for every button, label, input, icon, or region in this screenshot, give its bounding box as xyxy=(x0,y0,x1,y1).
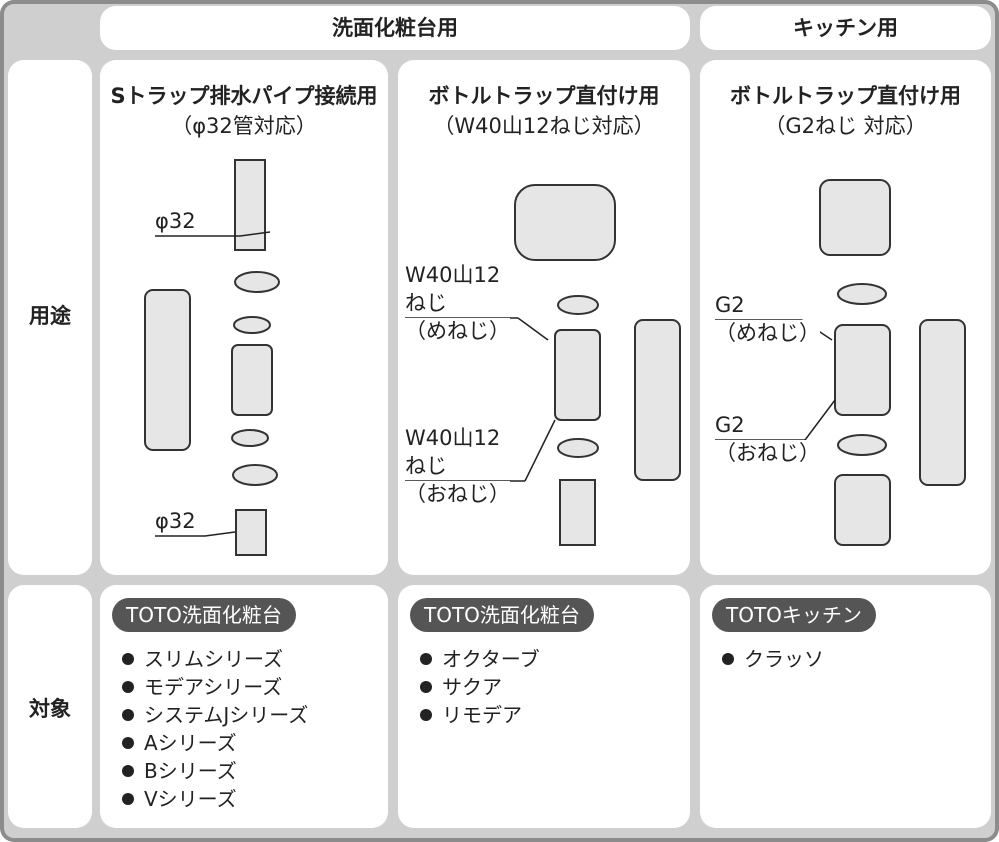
list-item: システムJシリーズ xyxy=(120,701,308,729)
column-subtitle: （W40山12ねじ対応） xyxy=(433,114,655,138)
brand-pill: TOTO洗面化粧台 xyxy=(410,598,594,632)
ring xyxy=(233,316,271,334)
list-item: スリムシリーズ xyxy=(120,645,283,673)
list-item: クラッソ xyxy=(720,645,824,673)
pipe xyxy=(834,474,891,546)
filter-body xyxy=(144,289,191,451)
ring xyxy=(557,438,599,458)
trap xyxy=(819,179,891,256)
item-text: Vシリーズ xyxy=(144,787,237,811)
item-text: サクア xyxy=(442,675,502,699)
callout-text: G2 xyxy=(715,292,745,318)
pipe xyxy=(235,509,267,556)
bullet xyxy=(420,709,432,721)
bullet xyxy=(122,653,134,665)
trap xyxy=(514,184,616,261)
column-subtitle: （φ32管対応） xyxy=(171,114,317,138)
list-item: Aシリーズ xyxy=(120,729,237,757)
ring xyxy=(234,271,280,293)
item-text: システムJシリーズ xyxy=(144,703,309,727)
bullet xyxy=(722,653,734,665)
tee xyxy=(834,324,891,416)
bullet xyxy=(122,709,134,721)
callout-text: φ32 xyxy=(155,508,196,534)
list-item: リモデア xyxy=(418,701,522,729)
column-title: ボトルトラップ直付け用 xyxy=(730,84,961,108)
callout-text: G2 xyxy=(715,412,745,438)
column-title: ボトルトラップ直付け用 xyxy=(428,84,660,108)
header: キッチン用 xyxy=(793,16,898,40)
item-text: オクターブ xyxy=(442,647,540,671)
item-text: リモデア xyxy=(442,703,522,727)
header-panel xyxy=(100,6,690,50)
bullet xyxy=(420,681,432,693)
list-item: Bシリーズ xyxy=(120,757,237,785)
leader-line xyxy=(517,317,549,341)
filter-body xyxy=(919,319,966,486)
ring xyxy=(557,295,599,315)
leader-line xyxy=(524,419,556,482)
ring xyxy=(232,464,278,486)
bullet xyxy=(122,765,134,777)
item-text: Bシリーズ xyxy=(144,759,237,783)
ring xyxy=(231,429,269,447)
callout-text: W40山12 xyxy=(405,425,501,451)
item-text: クラッソ xyxy=(744,647,824,671)
bullet xyxy=(122,737,134,749)
brand-pill: TOTOキッチン xyxy=(712,598,876,632)
item-text: Aシリーズ xyxy=(144,731,237,755)
list-item: オクターブ xyxy=(418,645,540,673)
tee xyxy=(231,344,273,416)
list-item: Vシリーズ xyxy=(120,785,237,813)
leader-line xyxy=(239,231,271,237)
row-label: 対象 xyxy=(29,697,71,721)
tee xyxy=(554,329,601,421)
callout-text: φ32 xyxy=(155,208,196,234)
leader-line xyxy=(804,399,836,441)
header: 洗面化粧台用 xyxy=(332,16,458,40)
ring xyxy=(837,283,887,305)
callout-text: ねじ xyxy=(405,453,447,479)
callout-text: ねじ xyxy=(405,290,447,316)
callout-text: W40山12 xyxy=(405,262,501,288)
ring xyxy=(837,434,887,456)
row-label: 用途 xyxy=(29,304,71,328)
bullet xyxy=(122,793,134,805)
filter-body xyxy=(634,319,681,481)
callout-text: （おねじ） xyxy=(405,481,510,507)
callout-text: （めねじ） xyxy=(715,320,820,346)
row-label-panel xyxy=(8,60,92,575)
leader-line xyxy=(204,531,236,537)
list-item: モデアシリーズ xyxy=(120,673,282,701)
list-item: サクア xyxy=(418,673,502,701)
header-panel xyxy=(700,6,991,50)
callout-text: （おねじ） xyxy=(715,440,820,466)
bullet xyxy=(420,653,432,665)
brand-pill: TOTO洗面化粧台 xyxy=(112,598,296,632)
item-text: スリムシリーズ xyxy=(144,647,283,671)
pipe xyxy=(559,479,596,546)
row-label-panel xyxy=(8,585,92,828)
column-title: Sトラップ排水パイプ接続用 xyxy=(110,84,378,108)
bullet xyxy=(122,681,134,693)
item-text: モデアシリーズ xyxy=(144,675,283,699)
column-subtitle: （G2ねじ 対応） xyxy=(764,114,927,138)
callout-text: （めねじ） xyxy=(405,318,510,344)
